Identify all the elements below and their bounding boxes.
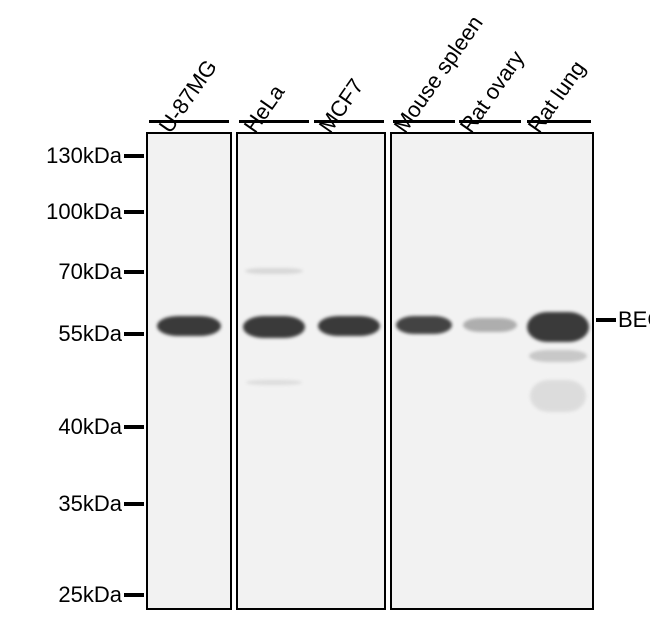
- mw-marker-label: 40kDa: [58, 414, 122, 440]
- band: [245, 268, 303, 274]
- blot-panel: [390, 132, 594, 610]
- mw-marker-label: 25kDa: [58, 582, 122, 608]
- lane-label: U-87MG: [154, 55, 223, 138]
- band: [318, 316, 380, 336]
- mw-marker-label: 100kDa: [46, 199, 122, 225]
- lane-label: HeLa: [239, 80, 290, 138]
- blot-panel: [236, 132, 386, 610]
- mw-marker-label: 35kDa: [58, 491, 122, 517]
- lane-underline: [149, 120, 229, 123]
- mw-marker-tick: [124, 593, 144, 597]
- blot-panel: [146, 132, 232, 610]
- western-blot-figure: U-87MGHeLaMCF7Mouse spleenRat ovaryRat l…: [0, 0, 650, 634]
- lane-underline: [393, 120, 455, 123]
- lane-underline: [314, 120, 384, 123]
- mw-marker-tick: [124, 332, 144, 336]
- band: [530, 380, 586, 412]
- band: [463, 318, 517, 332]
- mw-marker-label: 70kDa: [58, 259, 122, 285]
- mw-marker-tick: [124, 270, 144, 274]
- lane-underline: [459, 120, 521, 123]
- mw-marker-tick: [124, 210, 144, 214]
- protein-label: BECN1: [618, 307, 650, 333]
- band: [246, 380, 302, 385]
- band: [527, 312, 589, 342]
- mw-marker-label: 130kDa: [46, 143, 122, 169]
- mw-marker-tick: [124, 502, 144, 506]
- lane-label: Rat ovary: [455, 46, 530, 138]
- lane-underline: [527, 120, 591, 123]
- protein-tick: [596, 318, 616, 322]
- mw-marker-label: 55kDa: [58, 321, 122, 347]
- band: [529, 350, 587, 362]
- band: [396, 316, 452, 334]
- lane-label: MCF7: [314, 74, 370, 138]
- mw-marker-tick: [124, 154, 144, 158]
- lane-underline: [239, 120, 309, 123]
- mw-marker-tick: [124, 425, 144, 429]
- band: [243, 316, 305, 338]
- lane-label: Rat lung: [523, 56, 591, 138]
- band: [157, 316, 221, 336]
